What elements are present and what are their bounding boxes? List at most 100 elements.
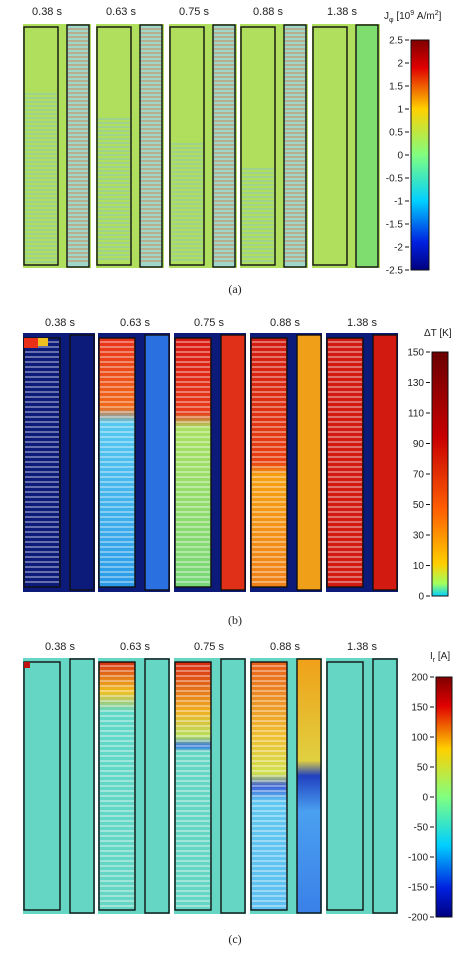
ticks-b-tick-label: 150 [407,348,424,359]
caption-a: (a) [228,282,241,296]
temperature-rise-maps [23,333,398,592]
time-label-a-3: 0.75 s [179,6,209,18]
colorbar-b-title: ΔT [K] [424,328,452,339]
time-label-b-2: 0.63 s [120,317,150,329]
map-c-4-left-stripes [252,665,286,907]
panel-c: 0.38 s 0.63 s 0.75 s 0.88 s 1.38 s Ir [A… [23,641,453,946]
time-label-b-4: 0.88 s [270,317,300,329]
ticks-b-tick-label: 50 [413,500,425,511]
colorbar-c-title: Ir [A] [430,651,450,664]
ticks-a-tick-label: 2.5 [389,36,403,47]
map-a-2-left-stripes [98,118,130,260]
radial-current-maps [23,658,398,914]
map-a-3-right-stripes [214,28,234,262]
map-c-2-right-coil [144,658,170,914]
map-b-1-right-coil [69,334,95,591]
map-a-5-left-coil [312,26,348,266]
map-c-1-left-coil [23,661,61,911]
ticks-b-tick-label: 110 [408,409,424,420]
map-b-5-right-coil [372,334,398,591]
current-density-maps [23,24,380,268]
ticks-a-tick-label: -1.5 [386,220,404,231]
colorbar-a-title: Jφ [109 A/m2] [384,10,442,24]
map-a-2-left-coil [96,26,132,266]
map-c-5-left-coil [326,661,364,911]
time-label-a-2: 0.63 s [106,6,136,18]
ticks-a-tick-label: -0.5 [386,174,404,185]
ticks-c-tick-label: -150 [408,883,428,894]
time-label-b-3: 0.75 s [194,317,224,329]
map-a-2-right-stripes [141,28,161,262]
map-a-4-left-stripes [242,168,274,262]
ticks-a-tick-label: 1.5 [389,82,403,93]
ticks-b-tick-label: 90 [413,439,425,450]
time-label-c-4: 0.88 s [270,641,300,653]
ticks-a-tick-label: -2 [394,243,403,254]
ticks-b-tick-label: 130 [407,378,424,389]
panel-a: 0.38 s 0.63 s 0.75 s 0.88 s 1.38 s Jφ [1… [23,6,442,296]
time-label-a-1: 0.38 s [32,6,62,18]
map-a-4-left-coil [240,26,276,266]
ticks-b-tick-label: 10 [413,561,425,572]
time-label-c-3: 0.75 s [194,641,224,653]
map-a-1-left-coil [23,26,59,266]
time-label-c-1: 0.38 s [45,641,75,653]
caption-b: (b) [228,613,242,627]
map-a-1-right-stripes [68,28,88,262]
ticks-a-tick-label: 1 [397,105,403,116]
map-c-3-left-stripes [176,665,210,907]
ticks-c-tick-label: 100 [411,733,428,744]
map-c-4-right-coil [296,658,322,914]
ticks-b-tick-label: 70 [413,470,425,481]
map-a-3-left-stripes [171,143,203,261]
colorbar-c-gradient [435,676,453,918]
map-b-2-right-coil [144,334,170,591]
map-b-5-left-stripes [328,341,362,583]
ticks-b-tick-label: 30 [413,531,425,542]
ticks-a-tick-label: -2.5 [386,266,404,277]
time-label-a-4: 0.88 s [253,6,283,18]
map-b-3-left-stripes [176,341,210,583]
map-b-1-hot-spot [24,338,38,348]
panel-b: 0.38 s 0.63 s 0.75 s 0.88 s 1.38 s ΔT [K… [23,317,452,627]
ticks-a-tick-label: -1 [394,197,403,208]
time-label-b-1: 0.38 s [45,317,75,329]
colorbar-a-ticks: 2.5 2 1.5 1 0.5 0 -0.5 -1 -1.5 -2 -2.5 [386,36,409,277]
map-c-1-hot-spot [24,662,30,668]
ticks-c-tick-label: 0 [422,793,428,804]
map-c-5-right-coil [372,658,398,914]
time-label-b-5: 1.38 s [347,317,377,329]
map-b-1-left-stripes [25,341,59,583]
ticks-c-tick-label: 50 [417,763,429,774]
map-a-1-left-stripes [25,93,57,263]
ticks-a-tick-label: 0.5 [389,128,403,139]
caption-c: (c) [228,932,241,946]
map-a-3-left-coil [169,26,205,266]
colorbar-b-gradient [431,351,449,597]
map-b-4-right-coil [296,334,322,591]
ticks-c-tick-label: -100 [408,853,428,864]
ticks-c-tick-label: -50 [414,823,429,834]
time-label-c-5: 1.38 s [347,641,377,653]
map-c-3-right-coil [220,658,246,914]
map-c-1-right-coil [69,658,95,914]
colorbar-b-ticks: 150 130 110 90 70 50 30 10 0 [407,348,430,603]
colorbar-a-gradient [410,39,430,271]
map-a-5-right-coil [355,24,379,268]
ticks-c-tick-label: 150 [411,703,428,714]
ticks-c-tick-label: 200 [411,673,428,684]
time-label-c-2: 0.63 s [120,641,150,653]
ticks-a-tick-label: 2 [397,59,403,70]
ticks-b-tick-label: 0 [418,592,424,603]
ticks-a-tick-label: 0 [397,151,403,162]
time-label-a-5: 1.38 s [327,6,357,18]
map-a-4-right-stripes [285,28,305,262]
map-b-4-left-stripes [252,341,286,583]
colorbar-c-ticks: 200 150 100 50 0 -50 -100 -150 -200 [408,673,434,924]
map-c-2-left-stripes [100,665,134,907]
map-b-3-right-coil [220,334,246,591]
map-b-1-warm-spot [38,338,48,346]
ticks-c-tick-label: -200 [408,913,428,924]
map-b-2-left-stripes [100,341,134,583]
